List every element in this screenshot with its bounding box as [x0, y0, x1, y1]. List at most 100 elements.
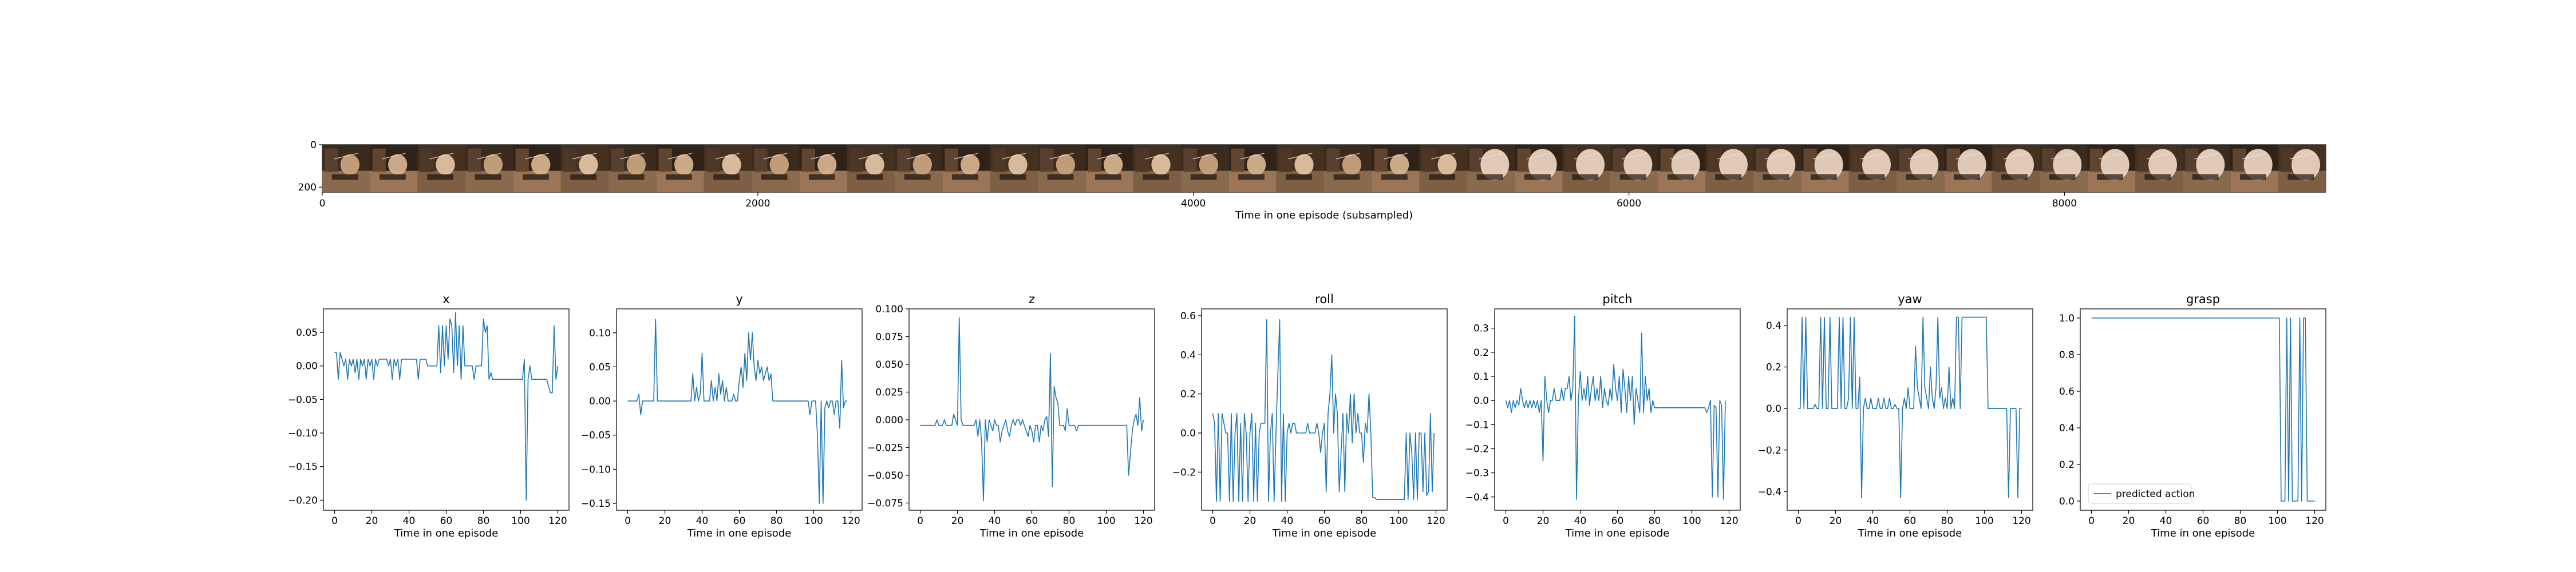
subplot-y: y 0 20 40 60 80 100 120 −0.15 −0.10 −0.05 0.00 0.05 0…	[581, 292, 863, 539]
x-tick: 40	[1281, 510, 1293, 527]
y-tick-label: 0.0	[1766, 403, 1781, 415]
strip-frame	[1848, 145, 1897, 192]
y-tick-label: 0.05	[589, 362, 611, 373]
strip-frame	[2040, 145, 2088, 192]
y-tick: 0.4	[1180, 349, 1202, 361]
y-tick: −0.050	[867, 470, 909, 482]
x-tick: 0	[1210, 510, 1216, 527]
strip-frame	[847, 145, 895, 192]
y-tick: 0.8	[2059, 349, 2080, 361]
x-tick-label: 0	[1503, 515, 1509, 527]
x-tick: 60	[1318, 510, 1331, 527]
y-tick: −0.4	[1465, 492, 1495, 503]
y-tick: −0.075	[867, 498, 909, 509]
legend-box	[2088, 483, 2192, 504]
x-tick-label: 0	[917, 515, 923, 527]
x-tick: 20	[1830, 510, 1842, 527]
x-tick: 80	[1356, 510, 1368, 527]
x-tick-label: 60	[1318, 515, 1331, 527]
y-tick: 0.025	[875, 387, 909, 398]
x-tick-label: 120	[2012, 515, 2030, 527]
y-tick: 0.2	[2059, 459, 2080, 471]
x-tick-label: 40	[696, 515, 709, 527]
y-tick-label: 0.00	[296, 361, 318, 372]
x-tick: 100	[2268, 510, 2287, 527]
x-tick-label: 100	[1682, 515, 1701, 527]
strip-frame	[1897, 145, 1945, 192]
strip-frame	[2087, 145, 2136, 192]
x-tick: 60	[1904, 510, 1917, 527]
x-tick: 120	[1427, 510, 1445, 527]
strip-frame	[1419, 145, 1468, 192]
y-tick-label: −0.15	[288, 462, 318, 473]
x-tick: 0	[331, 510, 338, 527]
x-tick-label: 100	[804, 515, 823, 527]
subplot-pitch: pitch 0 20 40 60 80 100 120 −0.4 −0.3 −0.2 −0.1 0.0 0…	[1465, 292, 1741, 539]
y-tick: −0.10	[581, 464, 617, 475]
x-tick-label: 0	[1210, 515, 1216, 527]
y-tick: 0.3	[1473, 323, 1495, 335]
x-tick: 40	[1574, 510, 1586, 527]
x-tick: 40	[696, 510, 709, 527]
x-tick-label: 20	[659, 515, 671, 527]
x-tick-label: 40	[1867, 515, 1879, 527]
strip-frame	[1992, 145, 2040, 192]
y-tick-label: 0.8	[2059, 349, 2075, 361]
x-tick: 0	[2088, 510, 2095, 527]
strip-x-tick: 4000	[1181, 192, 1206, 209]
y-tick: 0.4	[1766, 320, 1787, 332]
x-axis-label: Time in one episode	[1565, 527, 1670, 539]
x-tick-label: 60	[1904, 515, 1917, 527]
y-tick: 0.1	[1473, 371, 1495, 383]
strip-frame	[1467, 145, 1515, 192]
y-tick-label: 0.0	[2059, 496, 2075, 507]
y-tick-label: −0.075	[867, 498, 903, 509]
x-tick-label: 20	[1537, 515, 1550, 527]
x-tick: 100	[1682, 510, 1701, 527]
subplot-title: yaw	[1898, 292, 1922, 306]
y-tick-label: −0.10	[581, 464, 611, 475]
y-tick: −0.20	[288, 495, 323, 506]
strip-frame	[1562, 145, 1611, 192]
x-tick-label: 100	[1389, 515, 1408, 527]
strip-frame	[2135, 145, 2183, 192]
x-tick-label: 20	[2123, 515, 2135, 527]
x-tick-label: 0	[625, 515, 631, 527]
x-tick-label: 120	[548, 515, 567, 527]
x-tick: 40	[2160, 510, 2172, 527]
x-tick-label: 80	[477, 515, 490, 527]
plot-area	[908, 308, 1155, 511]
x-tick-label: 60	[2197, 515, 2210, 527]
x-tick-label: 60	[733, 515, 746, 527]
x-tick: 80	[1649, 510, 1661, 527]
strip-x-tick-label: 8000	[2052, 198, 2077, 209]
y-tick: 0.0	[1180, 428, 1202, 439]
x-tick: 60	[2197, 510, 2210, 527]
plot-area	[323, 308, 570, 511]
y-tick: 0.0	[2059, 496, 2080, 507]
y-tick: 0.0	[1473, 395, 1495, 407]
x-tick: 120	[1720, 510, 1739, 527]
y-tick: −0.10	[288, 428, 323, 439]
strip-frame	[799, 145, 848, 192]
x-tick-label: 40	[403, 515, 416, 527]
strip-frame	[370, 145, 418, 192]
y-tick-label: 0.2	[1473, 347, 1489, 359]
x-tick-label: 20	[951, 515, 964, 527]
plot-area	[1494, 308, 1741, 511]
y-tick-label: 0.05	[296, 327, 318, 339]
x-tick-label: 80	[2234, 515, 2247, 527]
strip-frame	[1372, 145, 1420, 192]
strip-frame	[1324, 145, 1372, 192]
y-tick: 0.05	[296, 327, 323, 339]
y-tick-label: 1.0	[2059, 313, 2075, 324]
subplot-roll: roll 0 20 40 60 80 100 120 −0.2 0.0 0.2 0.4 0.6 Time …	[1172, 292, 1448, 539]
x-tick: 60	[440, 510, 452, 527]
subplots: x0 20 40 60 80 100 120−0.20−0.15−0.10−0.050.00…	[288, 292, 2326, 539]
x-tick: 100	[1389, 510, 1408, 527]
y-tick: 0.2	[1766, 362, 1787, 374]
y-tick: −0.15	[581, 498, 617, 510]
y-tick-label: −0.1	[1465, 419, 1489, 431]
y-tick-label: 0.0	[1180, 428, 1196, 439]
